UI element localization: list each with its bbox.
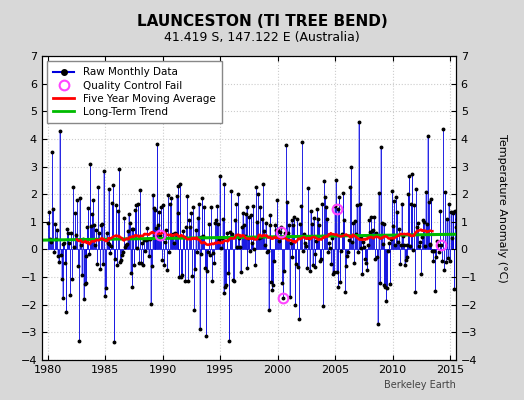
Text: Berkeley Earth: Berkeley Earth [384, 380, 456, 390]
Text: 41.419 S, 147.122 E (Australia): 41.419 S, 147.122 E (Australia) [164, 32, 360, 44]
Text: LAUNCESTON (TI TREE BEND): LAUNCESTON (TI TREE BEND) [137, 14, 387, 30]
Y-axis label: Temperature Anomaly (°C): Temperature Anomaly (°C) [497, 134, 507, 282]
Legend: Raw Monthly Data, Quality Control Fail, Five Year Moving Average, Long-Term Tren: Raw Monthly Data, Quality Control Fail, … [47, 61, 222, 123]
